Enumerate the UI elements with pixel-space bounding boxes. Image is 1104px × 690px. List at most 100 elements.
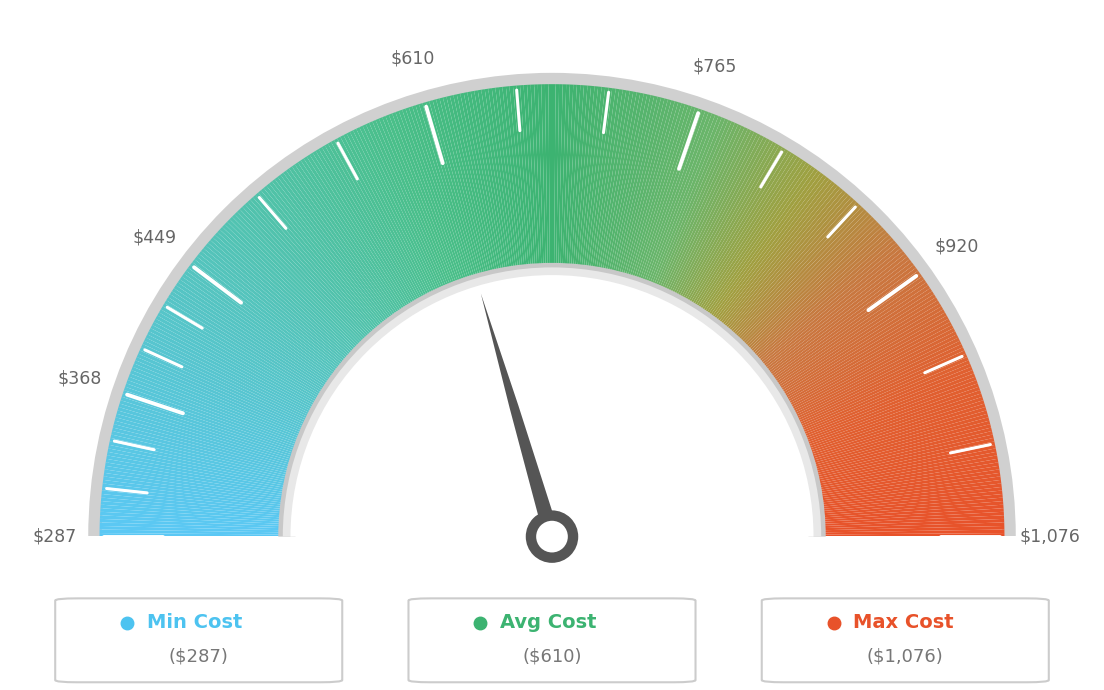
Wedge shape bbox=[820, 473, 1000, 500]
Wedge shape bbox=[734, 202, 859, 337]
Wedge shape bbox=[300, 159, 403, 311]
Wedge shape bbox=[343, 133, 428, 296]
Wedge shape bbox=[668, 127, 747, 292]
Wedge shape bbox=[605, 93, 644, 270]
Wedge shape bbox=[168, 294, 322, 393]
Wedge shape bbox=[822, 501, 1004, 518]
Wedge shape bbox=[681, 139, 769, 299]
Wedge shape bbox=[769, 265, 916, 375]
Wedge shape bbox=[372, 120, 446, 288]
Wedge shape bbox=[408, 106, 468, 279]
Wedge shape bbox=[593, 89, 623, 268]
Wedge shape bbox=[116, 414, 290, 465]
Wedge shape bbox=[499, 87, 522, 267]
Wedge shape bbox=[399, 110, 463, 282]
Wedge shape bbox=[822, 491, 1002, 511]
Wedge shape bbox=[217, 230, 352, 354]
Wedge shape bbox=[752, 230, 887, 354]
Wedge shape bbox=[107, 452, 285, 488]
Wedge shape bbox=[272, 179, 385, 324]
Wedge shape bbox=[824, 533, 1005, 537]
Wedge shape bbox=[648, 113, 715, 284]
Wedge shape bbox=[820, 462, 999, 494]
Wedge shape bbox=[153, 319, 315, 408]
Wedge shape bbox=[782, 294, 936, 393]
Wedge shape bbox=[415, 104, 473, 278]
Wedge shape bbox=[357, 127, 436, 292]
Wedge shape bbox=[280, 172, 391, 319]
Wedge shape bbox=[704, 162, 809, 313]
Wedge shape bbox=[199, 251, 341, 367]
Wedge shape bbox=[340, 135, 427, 297]
Wedge shape bbox=[298, 160, 401, 312]
Wedge shape bbox=[109, 442, 287, 482]
Wedge shape bbox=[820, 466, 999, 496]
Wedge shape bbox=[157, 313, 316, 404]
Wedge shape bbox=[121, 393, 295, 453]
Polygon shape bbox=[481, 293, 562, 548]
Wedge shape bbox=[423, 102, 476, 277]
Wedge shape bbox=[99, 522, 280, 530]
Wedge shape bbox=[607, 94, 647, 271]
Wedge shape bbox=[258, 190, 378, 331]
Wedge shape bbox=[117, 411, 291, 463]
Wedge shape bbox=[167, 297, 321, 395]
Wedge shape bbox=[107, 448, 286, 486]
Wedge shape bbox=[626, 101, 678, 276]
Wedge shape bbox=[737, 207, 864, 340]
Wedge shape bbox=[110, 435, 287, 477]
Wedge shape bbox=[203, 246, 344, 364]
Wedge shape bbox=[283, 268, 821, 537]
Wedge shape bbox=[809, 393, 983, 453]
Wedge shape bbox=[636, 106, 696, 279]
Wedge shape bbox=[106, 455, 285, 490]
Wedge shape bbox=[129, 373, 299, 441]
Wedge shape bbox=[689, 146, 783, 303]
Text: $449: $449 bbox=[132, 228, 177, 246]
Wedge shape bbox=[145, 337, 308, 419]
Wedge shape bbox=[789, 319, 951, 408]
Wedge shape bbox=[126, 380, 297, 444]
Wedge shape bbox=[622, 99, 671, 275]
Wedge shape bbox=[247, 199, 371, 336]
Wedge shape bbox=[549, 84, 552, 265]
Wedge shape bbox=[295, 162, 400, 313]
Wedge shape bbox=[164, 300, 320, 397]
Wedge shape bbox=[178, 279, 329, 384]
Wedge shape bbox=[149, 328, 311, 413]
Wedge shape bbox=[813, 407, 987, 461]
Wedge shape bbox=[230, 217, 360, 346]
Wedge shape bbox=[733, 199, 857, 336]
Wedge shape bbox=[429, 100, 480, 275]
Wedge shape bbox=[99, 529, 280, 535]
Wedge shape bbox=[814, 417, 989, 467]
Wedge shape bbox=[650, 115, 719, 284]
Wedge shape bbox=[180, 277, 330, 382]
Wedge shape bbox=[767, 262, 914, 373]
Wedge shape bbox=[794, 331, 957, 415]
Wedge shape bbox=[698, 155, 797, 308]
Wedge shape bbox=[513, 86, 531, 266]
Wedge shape bbox=[824, 522, 1005, 530]
Wedge shape bbox=[312, 151, 411, 306]
Wedge shape bbox=[598, 91, 634, 270]
Wedge shape bbox=[307, 155, 406, 308]
Wedge shape bbox=[123, 390, 295, 451]
Wedge shape bbox=[142, 341, 307, 421]
Wedge shape bbox=[127, 377, 298, 443]
Wedge shape bbox=[253, 195, 374, 333]
Wedge shape bbox=[237, 209, 364, 342]
Wedge shape bbox=[699, 157, 800, 310]
Wedge shape bbox=[761, 248, 903, 365]
Wedge shape bbox=[810, 397, 984, 455]
Wedge shape bbox=[810, 400, 985, 457]
Text: Max Cost: Max Cost bbox=[853, 613, 954, 632]
Wedge shape bbox=[109, 438, 287, 480]
Wedge shape bbox=[776, 282, 928, 386]
Wedge shape bbox=[800, 354, 967, 428]
Text: $610: $610 bbox=[390, 50, 434, 68]
Wedge shape bbox=[161, 306, 318, 400]
Text: Min Cost: Min Cost bbox=[147, 613, 242, 632]
Wedge shape bbox=[736, 204, 862, 339]
Wedge shape bbox=[269, 181, 384, 325]
